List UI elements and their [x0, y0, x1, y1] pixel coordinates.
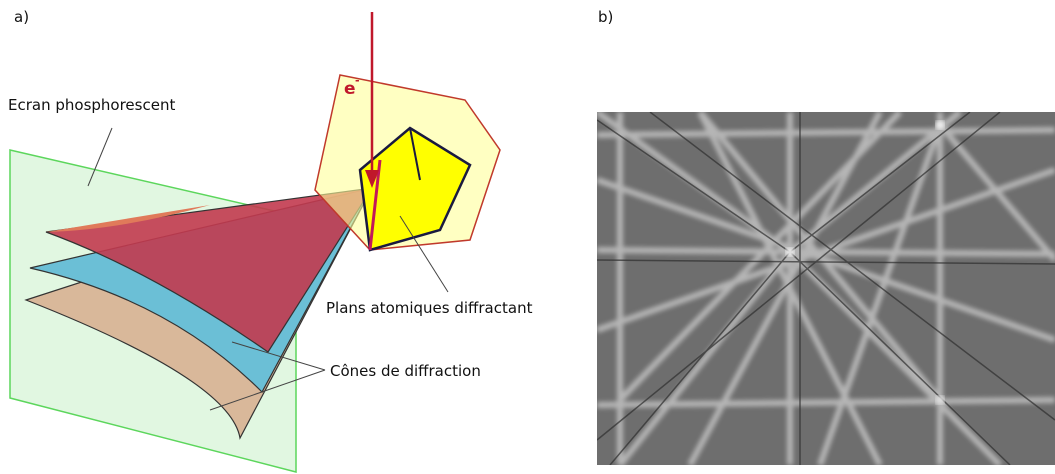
cone-orange — [46, 205, 210, 232]
planes-label: Plans atomiques diffractant — [326, 299, 533, 317]
crystal — [314, 74, 501, 252]
panel-b: b) — [597, 8, 1055, 465]
pointer — [87, 127, 113, 187]
beam-arrowhead — [365, 170, 379, 188]
kikuchi-pattern — [597, 112, 1055, 465]
pointer — [209, 369, 326, 411]
electron-symbol: e — [344, 79, 356, 99]
panel-a: a) e - Ecran phosphorescent Plans atomiq… — [8, 8, 533, 473]
panel-label: b) — [598, 8, 613, 26]
screen-label: Ecran phosphorescent — [8, 96, 175, 114]
panel-label: a) — [14, 8, 29, 26]
cones-label: Cônes de diffraction — [330, 362, 481, 380]
electron-charge: - — [355, 74, 360, 87]
pointer — [231, 341, 326, 371]
cone-red — [45, 187, 374, 353]
pointer — [399, 215, 449, 293]
